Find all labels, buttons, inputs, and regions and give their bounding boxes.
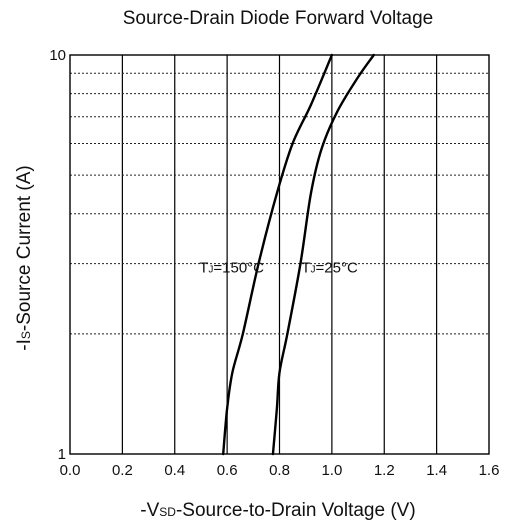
x-tick-labels: 0.0 0.2 0.4 0.6 0.8 1.0 1.2 1.4 1.6 <box>60 462 500 479</box>
y-tick-label: 1 <box>58 446 66 463</box>
series-label-subscript: J <box>208 265 213 276</box>
series-line-2 <box>271 53 375 456</box>
y-tick-labels: 1 10 <box>49 47 66 463</box>
x-tick-label: 1.6 <box>479 462 500 479</box>
y-axis-label-suffix: -Source Current (A) <box>14 165 35 331</box>
series-label-prefix: T <box>301 260 310 277</box>
x-tick-label: 1.4 <box>426 462 447 479</box>
x-tick-label: 1.2 <box>374 462 395 479</box>
y-axis-label: -IS-Source Current (A) <box>14 165 35 350</box>
series-label-1: TJ=150°C <box>199 260 264 277</box>
series-label-suffix: =150°C <box>213 260 264 277</box>
series-line-1 <box>222 53 334 456</box>
x-tick-label: 0.4 <box>164 462 185 479</box>
x-axis-label-prefix: -V <box>140 500 159 521</box>
series-label-subscript: J <box>311 265 316 276</box>
grid <box>70 55 489 454</box>
series-label-suffix: =25°C <box>316 260 358 277</box>
series-layer <box>222 53 375 456</box>
x-axis-label-subscript: SD <box>159 505 176 519</box>
x-tick-label: 0.2 <box>112 462 133 479</box>
chart-title: Source-Drain Diode Forward Voltage <box>123 8 434 29</box>
series-label-prefix: T <box>199 260 208 277</box>
x-tick-label: 0.0 <box>60 462 81 479</box>
y-tick-label: 10 <box>49 47 66 64</box>
y-axis-label-subscript: S <box>19 331 33 339</box>
x-tick-label: 1.0 <box>321 462 342 479</box>
x-tick-label: 0.6 <box>217 462 238 479</box>
plot-frame <box>69 54 490 455</box>
x-axis-label: -VSD-Source-to-Drain Voltage (V) <box>140 500 415 521</box>
y-axis-label-prefix: -I <box>14 339 35 351</box>
x-axis-label-suffix: -Source-to-Drain Voltage (V) <box>176 500 416 521</box>
x-tick-label: 0.8 <box>269 462 290 479</box>
series-label-2: TJ=25°C <box>301 260 358 277</box>
series-labels: TJ=150°C TJ=25°C <box>199 260 358 277</box>
